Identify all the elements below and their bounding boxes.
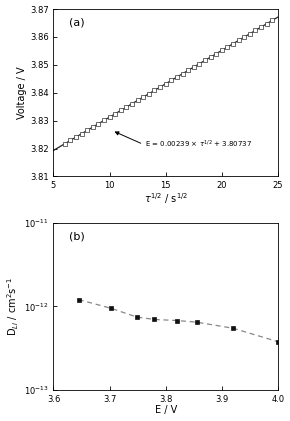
Point — [107, 114, 112, 120]
Point — [259, 24, 263, 30]
Text: (b): (b) — [69, 231, 85, 241]
Point — [130, 100, 134, 107]
Point — [62, 141, 67, 147]
Point — [102, 117, 106, 124]
Y-axis label: D$_{Li}$ / cm$^{2}$s$^{-1}$: D$_{Li}$ / cm$^{2}$s$^{-1}$ — [6, 277, 21, 336]
Text: E = 0.00239 $\times$ $\tau^{1/2}$ + 3.80737: E = 0.00239 $\times$ $\tau^{1/2}$ + 3.80… — [146, 139, 253, 150]
Point — [119, 107, 123, 114]
Point — [242, 34, 246, 40]
Point — [141, 94, 146, 101]
Y-axis label: Voltage / V: Voltage / V — [17, 67, 27, 119]
Point — [220, 47, 224, 54]
Point — [175, 74, 179, 80]
Point — [74, 134, 78, 141]
Point — [247, 30, 252, 37]
Point — [163, 80, 168, 87]
Point — [96, 120, 101, 127]
Point — [197, 60, 202, 67]
Point — [191, 64, 196, 70]
Point — [113, 110, 117, 117]
Point — [231, 40, 235, 47]
Point — [158, 84, 162, 91]
Point — [203, 57, 207, 64]
Point — [180, 70, 185, 77]
Point — [90, 124, 95, 131]
Point — [225, 44, 230, 51]
Point — [253, 27, 258, 34]
Point — [79, 131, 84, 137]
Point — [152, 87, 157, 94]
Point — [270, 17, 275, 24]
Point — [186, 67, 191, 74]
Point — [264, 20, 269, 27]
X-axis label: $\tau^{1/2}$ / s$^{1/2}$: $\tau^{1/2}$ / s$^{1/2}$ — [144, 192, 188, 206]
Text: (a): (a) — [69, 17, 85, 27]
Point — [124, 104, 129, 110]
Point — [236, 37, 241, 44]
Point — [135, 97, 140, 104]
Point — [169, 77, 174, 84]
Point — [146, 91, 151, 97]
Point — [214, 51, 218, 57]
X-axis label: E / V: E / V — [155, 405, 177, 416]
Point — [68, 137, 72, 144]
Point — [208, 54, 213, 61]
Point — [85, 127, 90, 134]
